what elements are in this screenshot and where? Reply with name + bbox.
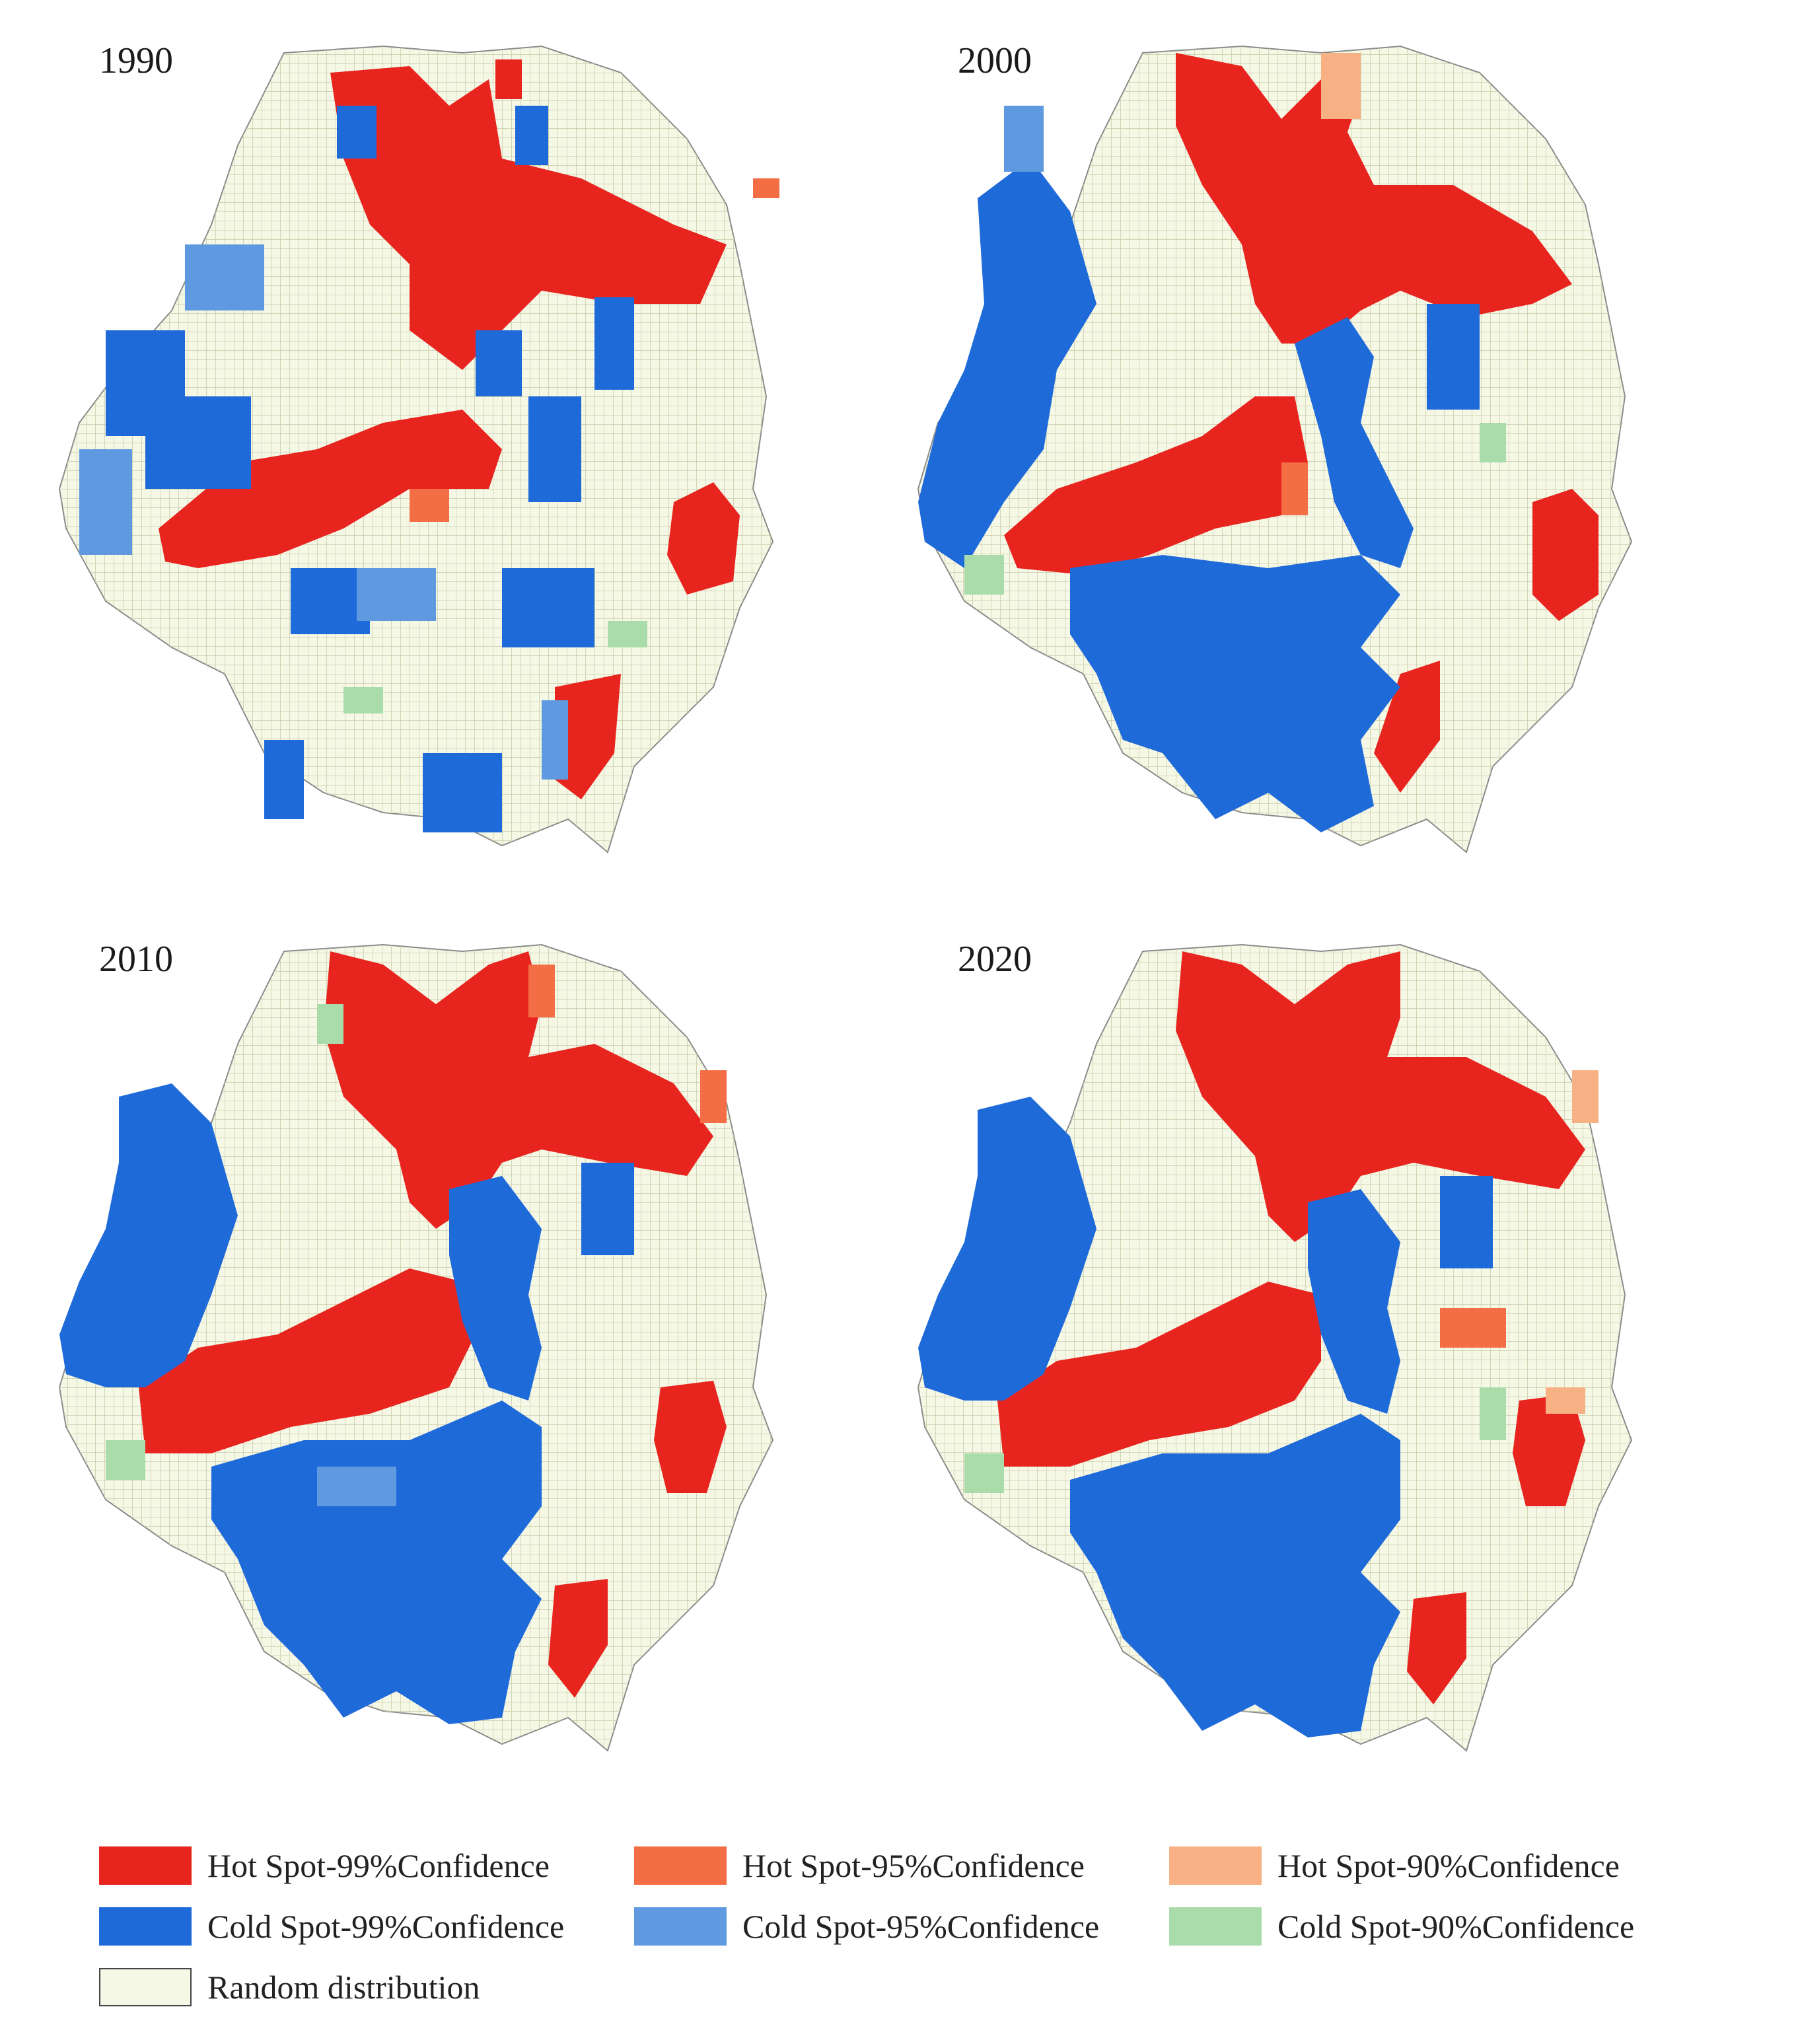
hot-spot-east (654, 1381, 727, 1493)
legend-label-cold-90: Cold Spot-90%Confidence (1277, 1908, 1635, 1945)
legend-label-hot-99: Hot Spot-99%Confidence (207, 1847, 550, 1884)
legend-swatch-hot-99 (99, 1846, 192, 1885)
map-panel-2010: 2010 (40, 925, 898, 1790)
legend-swatch-cold-95 (634, 1907, 727, 1946)
cold-spot-cluster (59, 1083, 634, 1724)
hot-spot-south (1374, 661, 1440, 793)
hot-spot-north (330, 66, 727, 370)
year-label-1990: 1990 (99, 40, 173, 81)
hot-spot-east (1513, 1394, 1585, 1506)
legend-item-hot-90: Hot Spot-90%Confidence (1169, 1846, 1620, 1885)
cold-spot-cluster (918, 159, 1480, 832)
legend-item-random: Random distribution (99, 1968, 480, 2006)
hot-spot-center (997, 1282, 1321, 1467)
legend-item-hot-95: Hot Spot-95%Confidence (634, 1846, 1085, 1885)
year-label-2010: 2010 (99, 939, 173, 980)
cold-spot-cluster (106, 106, 634, 832)
map-panel-1990: 1990 (40, 26, 898, 879)
hot-spot-north (1176, 951, 1585, 1242)
hotspot-map-1990 (58, 45, 779, 854)
hotspot-map-2020 (917, 943, 1633, 1752)
legend-swatch-hot-95 (634, 1846, 727, 1885)
hot-spot-center (159, 410, 502, 568)
map-panel-2020: 2020 (898, 925, 1757, 1790)
legend-swatch-cold-99 (99, 1907, 192, 1946)
legend-label-cold-95: Cold Spot-95%Confidence (742, 1908, 1100, 1945)
hot-spot-south (555, 674, 621, 799)
hot-spot-north (324, 951, 713, 1229)
hot-spot-south (548, 1579, 608, 1698)
legend-label-random: Random distribution (207, 1969, 480, 2006)
legend-label-cold-99: Cold Spot-99%Confidence (207, 1908, 565, 1945)
cold-spot-cluster (918, 1097, 1493, 1737)
hotspot-map-2000 (917, 45, 1633, 854)
legend: Hot Spot-99%Confidence Hot Spot-95%Confi… (99, 1846, 1684, 2031)
legend-item-hot-99: Hot Spot-99%Confidence (99, 1846, 550, 1885)
legend-item-cold-95: Cold Spot-95%Confidence (634, 1907, 1099, 1946)
hot-spot-north (1176, 53, 1572, 344)
legend-item-cold-99: Cold Spot-99%Confidence (99, 1907, 564, 1946)
hot-spot-center (139, 1268, 476, 1453)
legend-swatch-cold-90 (1169, 1907, 1262, 1946)
hot-spot-south (1407, 1592, 1466, 1704)
legend-label-hot-95: Hot Spot-95%Confidence (742, 1847, 1085, 1884)
hotspot-map-2010 (58, 943, 774, 1752)
hot-spot-east (667, 482, 740, 595)
hot-spot-center (1004, 396, 1308, 575)
year-label-2020: 2020 (958, 939, 1032, 980)
legend-swatch-random (99, 1968, 192, 2006)
map-panel-2000: 2000 (898, 26, 1757, 879)
hot-spot-east (1532, 489, 1598, 621)
legend-label-hot-90: Hot Spot-90%Confidence (1277, 1847, 1620, 1884)
legend-item-cold-90: Cold Spot-90%Confidence (1169, 1907, 1634, 1946)
year-label-2000: 2000 (958, 40, 1032, 81)
legend-swatch-hot-90 (1169, 1846, 1262, 1885)
